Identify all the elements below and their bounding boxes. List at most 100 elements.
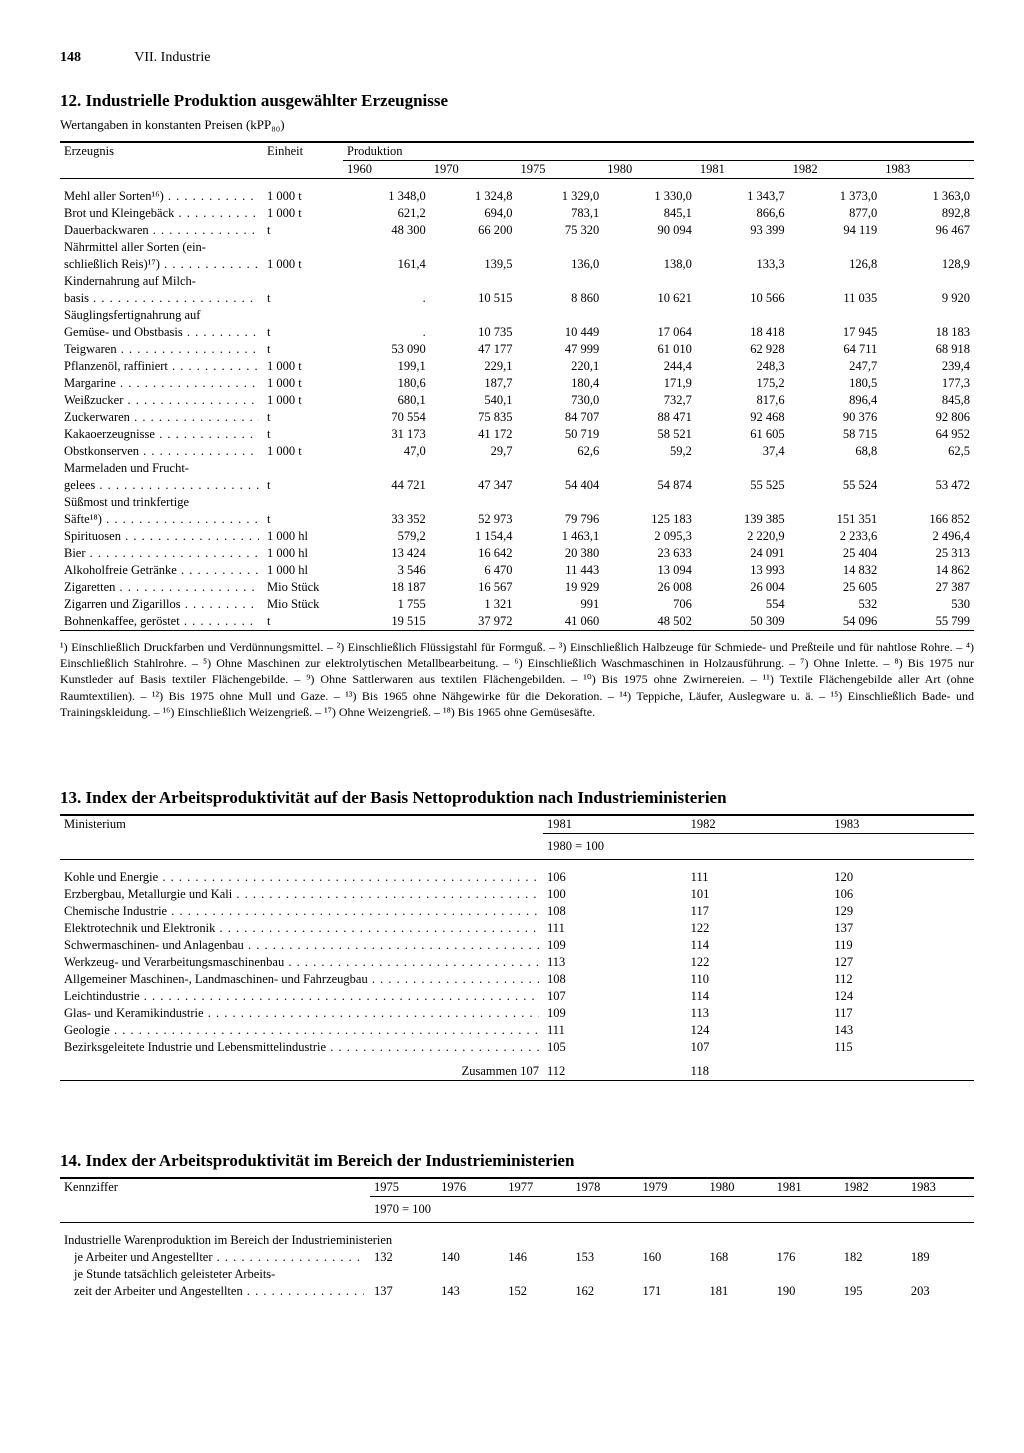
- t14-intro: Industrielle Warenproduktion im Bereich …: [60, 1222, 974, 1249]
- value-cell: 1 463,1: [516, 528, 603, 545]
- value-cell: 229,1: [430, 358, 517, 375]
- value-cell: 29,7: [430, 443, 517, 460]
- table-row: Leichtindustrie107114124: [60, 988, 974, 1005]
- value-cell: [881, 494, 974, 511]
- value-cell: 621,2: [343, 205, 430, 222]
- value-cell: 1 755: [343, 596, 430, 613]
- value-cell: 94 119: [789, 222, 882, 239]
- value-cell: 31 173: [343, 426, 430, 443]
- product-label: Zigarren und Zigarillos: [60, 596, 263, 613]
- value-cell: 54 874: [603, 477, 696, 494]
- table-row: Bier1 000 hl13 42416 64220 38023 63324 0…: [60, 545, 974, 562]
- unit-cell: 1 000 t: [263, 443, 343, 460]
- t14-col-key: Kennziffer: [60, 1178, 370, 1223]
- value-cell: 694,0: [430, 205, 517, 222]
- product-label: Weißzucker: [60, 392, 263, 409]
- value-cell: 54 096: [789, 613, 882, 631]
- value-cell: [638, 1266, 705, 1283]
- value-cell: 106: [830, 886, 974, 903]
- value-cell: 27 387: [881, 579, 974, 596]
- t14-y4: 1979: [638, 1178, 705, 1197]
- unit-cell: 1 000 t: [263, 179, 343, 206]
- unit-cell: t: [263, 426, 343, 443]
- product-label: Spirituosen: [60, 528, 263, 545]
- value-cell: 101: [687, 886, 831, 903]
- value-cell: 109: [543, 1005, 687, 1022]
- unit-cell: 1 000 t: [263, 205, 343, 222]
- value-cell: 109: [543, 937, 687, 954]
- t14-y0: 1975: [370, 1178, 437, 1197]
- table-row: basist.10 5158 86010 62110 56611 0359 92…: [60, 290, 974, 307]
- value-cell: [370, 1266, 437, 1283]
- value-cell: 540,1: [430, 392, 517, 409]
- value-cell: 17 064: [603, 324, 696, 341]
- unit-cell: 1 000 hl: [263, 545, 343, 562]
- ministry-label: Glas- und Keramikindustrie: [60, 1005, 543, 1022]
- t12-year: 1970: [430, 161, 517, 179]
- value-cell: 8 860: [516, 290, 603, 307]
- value-cell: [881, 307, 974, 324]
- value-cell: [907, 1266, 974, 1283]
- table-row: Nährmittel aller Sorten (ein-: [60, 239, 974, 256]
- table-row: Dauerbackwarent48 30066 20075 32090 0949…: [60, 222, 974, 239]
- product-label: Brot und Kleingebäck: [60, 205, 263, 222]
- value-cell: [343, 239, 430, 256]
- value-cell: 62 928: [696, 341, 789, 358]
- value-cell: 189: [907, 1249, 974, 1266]
- value-cell: 127: [830, 954, 974, 971]
- value-cell: 2 220,9: [696, 528, 789, 545]
- t13-sum-2: 118: [687, 1056, 831, 1081]
- t13-y1: 1981: [543, 815, 687, 834]
- value-cell: 126,8: [789, 256, 882, 273]
- value-cell: 1 348,0: [343, 179, 430, 206]
- t14-title: 14. Index der Arbeitsproduktivität im Be…: [60, 1151, 974, 1171]
- value-cell: 161,4: [343, 256, 430, 273]
- product-label: Zigaretten: [60, 579, 263, 596]
- value-cell: [504, 1266, 571, 1283]
- table-row: je Arbeiter und Angestellter132140146153…: [60, 1249, 974, 1266]
- ministry-label: Bezirksgeleitete Industrie und Lebensmit…: [60, 1039, 543, 1056]
- product-label: gelees: [60, 477, 263, 494]
- t13-sum-0: 107: [520, 1064, 539, 1078]
- unit-cell: [263, 307, 343, 324]
- table-14: Kennziffer 1975 1976 1977 1978 1979 1980…: [60, 1177, 974, 1300]
- value-cell: 61 605: [696, 426, 789, 443]
- value-cell: 108: [543, 971, 687, 988]
- value-cell: [516, 239, 603, 256]
- value-cell: 554: [696, 596, 789, 613]
- value-cell: [437, 1266, 504, 1283]
- value-cell: 100: [543, 886, 687, 903]
- ministry-label: Chemische Industrie: [60, 903, 543, 920]
- value-cell: 17 945: [789, 324, 882, 341]
- t13-body: Kohle und Energie106111120Erzbergbau, Me…: [60, 859, 974, 1056]
- product-label: Teigwaren: [60, 341, 263, 358]
- value-cell: 88 471: [603, 409, 696, 426]
- value-cell: [516, 460, 603, 477]
- t14-y8: 1983: [907, 1178, 974, 1197]
- product-label: Nährmittel aller Sorten (ein-: [60, 239, 263, 256]
- value-cell: 195: [840, 1283, 907, 1300]
- value-cell: 122: [687, 920, 831, 937]
- value-cell: [789, 460, 882, 477]
- value-cell: 113: [687, 1005, 831, 1022]
- table-row: Säfte¹⁸)t33 35252 97379 796125 183139 38…: [60, 511, 974, 528]
- unit-cell: t: [263, 477, 343, 494]
- value-cell: 152: [504, 1283, 571, 1300]
- value-cell: 10 449: [516, 324, 603, 341]
- value-cell: 892,8: [881, 205, 974, 222]
- value-cell: 48 300: [343, 222, 430, 239]
- product-label: Säuglingsfertignahrung auf: [60, 307, 263, 324]
- value-cell: 44 721: [343, 477, 430, 494]
- value-cell: 1 154,4: [430, 528, 517, 545]
- value-cell: [430, 494, 517, 511]
- value-cell: 248,3: [696, 358, 789, 375]
- t12-col-product: Erzeugnis: [60, 142, 263, 179]
- table-row: schließlich Reis)¹⁷)1 000 t161,4139,5136…: [60, 256, 974, 273]
- value-cell: 532: [789, 596, 882, 613]
- value-cell: 896,4: [789, 392, 882, 409]
- value-cell: 37,4: [696, 443, 789, 460]
- value-cell: 168: [706, 1249, 773, 1266]
- product-label: Säfte¹⁸): [60, 511, 263, 528]
- value-cell: 129: [830, 903, 974, 920]
- t13-sum-1: 112: [543, 1056, 687, 1081]
